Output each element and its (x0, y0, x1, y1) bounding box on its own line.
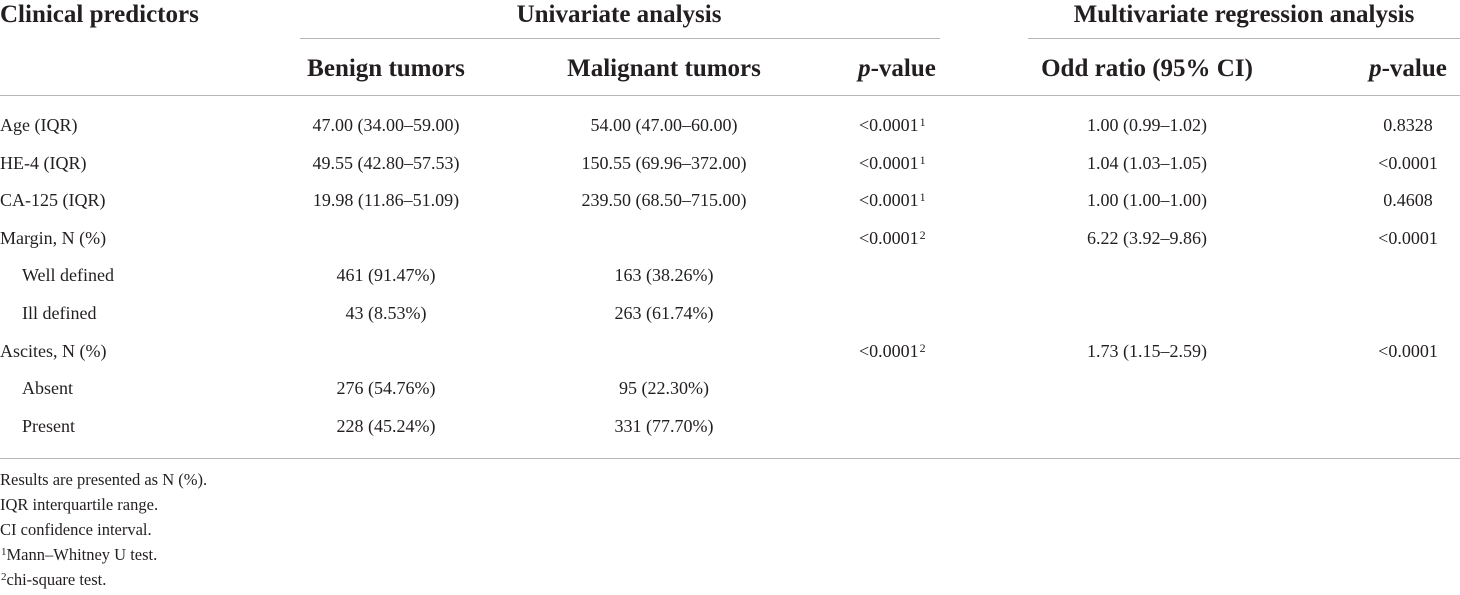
p-value-footnote-mark: 2 (919, 228, 926, 242)
p-value-footnote-mark: 1 (919, 153, 926, 167)
row-label: CA-125 (IQR) (0, 190, 106, 210)
cell-malignant: 95 (22.30%) (619, 378, 709, 398)
header-clinical-predictors: Clinical predictors (0, 1, 199, 28)
footnote-mann-whitney: 1Mann–Whitney U test. (1, 545, 158, 564)
cell-p-value-2: <0.0001 (1378, 341, 1438, 361)
cell-odd-ratio: 1.04 (1.03–1.05) (1087, 153, 1207, 173)
cell-malignant: 54.00 (47.00–60.00) (590, 115, 738, 135)
cell-p-value: <0.00011 (859, 152, 926, 174)
header-benign-tumors: Benign tumors (307, 55, 465, 82)
cell-malignant: 331 (77.70%) (614, 416, 714, 436)
cell-p-value: <0.00011 (859, 114, 926, 136)
multivariate-group-rule (1028, 38, 1460, 39)
header-bottom-rule (0, 95, 1460, 96)
footnote-chi-square: 2chi-square test. (1, 570, 107, 589)
cell-benign: 228 (45.24%) (336, 416, 436, 436)
cell-p-value (859, 302, 860, 324)
p-value-footnote-mark: 1 (919, 190, 926, 204)
cell-p-value (859, 264, 860, 286)
row-label: Present (22, 416, 75, 436)
cell-malignant: 263 (61.74%) (614, 303, 714, 323)
cell-odd-ratio: 6.22 (3.92–9.86) (1087, 228, 1207, 248)
footnote-iqr: IQR interquartile range. (0, 495, 159, 514)
header-malignant-tumors: Malignant tumors (567, 55, 761, 82)
header-univariate-analysis: Univariate analysis (516, 1, 722, 28)
cell-malignant: 239.50 (68.50–715.00) (581, 190, 747, 210)
cell-p-value: <0.00011 (859, 189, 926, 211)
p-value-text: <0.0001 (859, 341, 919, 361)
row-label: Well defined (22, 265, 115, 285)
p-value-text: <0.0001 (859, 190, 919, 210)
cell-malignant: 150.55 (69.96–372.00) (581, 153, 747, 173)
cell-p-value: <0.00012 (859, 340, 926, 362)
row-label: Ascites, N (%) (0, 341, 107, 361)
row-label: HE-4 (IQR) (0, 153, 87, 173)
cell-benign: 47.00 (34.00–59.00) (312, 115, 460, 135)
cell-benign: 19.98 (11.86–51.09) (312, 190, 460, 210)
cell-p-value (859, 415, 860, 437)
header-p-value-2: p-value (1369, 55, 1447, 82)
cell-benign: 276 (54.76%) (336, 378, 436, 398)
table-bottom-rule (0, 458, 1460, 459)
cell-odd-ratio: 1.00 (1.00–1.00) (1087, 190, 1207, 210)
header-multivariate-analysis: Multivariate regression analysis (1073, 1, 1415, 28)
row-label: Absent (22, 378, 73, 398)
footnote-results: Results are presented as N (%). (0, 470, 208, 489)
p-value-footnote-mark: 1 (919, 115, 926, 129)
cell-p-value: <0.00012 (859, 227, 926, 249)
row-label: Ill defined (22, 303, 97, 323)
cell-odd-ratio: 1.00 (0.99–1.02) (1087, 115, 1207, 135)
cell-p-value-2: 0.4608 (1383, 190, 1433, 210)
p-value-text: <0.0001 (859, 115, 919, 135)
p-value-text: <0.0001 (859, 153, 919, 173)
p-value-text: <0.0001 (859, 228, 919, 248)
header-p-value: p-value (858, 55, 936, 82)
header-odd-ratio: Odd ratio (95% CI) (1041, 55, 1253, 82)
cell-benign: 43 (8.53%) (345, 303, 427, 323)
cell-p-value-2: <0.0001 (1378, 228, 1438, 248)
cell-p-value-2: 0.8328 (1383, 115, 1433, 135)
cell-benign: 49.55 (42.80–57.53) (312, 153, 460, 173)
univariate-group-rule (300, 38, 940, 39)
cell-malignant: 163 (38.26%) (614, 265, 714, 285)
cell-benign: 461 (91.47%) (336, 265, 436, 285)
cell-p-value (859, 377, 860, 399)
cell-odd-ratio: 1.73 (1.15–2.59) (1087, 341, 1207, 361)
row-label: Age (IQR) (0, 115, 78, 135)
p-value-footnote-mark: 2 (919, 341, 926, 355)
footnote-ci: CI confidence interval. (0, 520, 152, 539)
cell-p-value-2: <0.0001 (1378, 153, 1438, 173)
row-label: Margin, N (%) (0, 228, 107, 248)
